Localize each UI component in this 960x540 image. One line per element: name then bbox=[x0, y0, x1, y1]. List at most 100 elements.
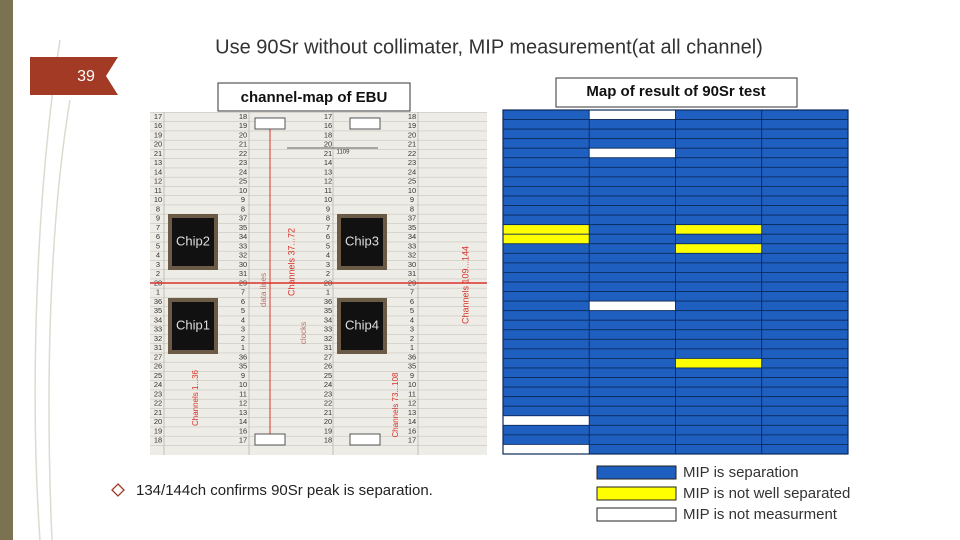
channel-number: 21 bbox=[154, 149, 162, 158]
channel-number: 8 bbox=[241, 204, 245, 213]
channel-number: 22 bbox=[239, 149, 247, 158]
status-cell bbox=[588, 396, 676, 407]
channel-number: 24 bbox=[408, 167, 416, 176]
channel-number: 34 bbox=[239, 232, 247, 241]
channel-number: 3 bbox=[326, 260, 330, 269]
channel-number: 6 bbox=[410, 297, 414, 306]
channel-number: 19 bbox=[408, 121, 416, 130]
status-cell bbox=[675, 176, 763, 187]
status-cell bbox=[588, 405, 676, 417]
status-cell bbox=[675, 224, 763, 235]
status-cell bbox=[761, 358, 849, 369]
channel-number: 36 bbox=[408, 352, 416, 361]
status-cell bbox=[675, 367, 763, 378]
channel-number: 4 bbox=[241, 315, 245, 324]
channel-number: 11 bbox=[408, 389, 416, 398]
channel-number: 25 bbox=[239, 177, 247, 186]
channel-number: 31 bbox=[408, 269, 416, 278]
channel-number: 14 bbox=[154, 167, 162, 176]
status-cell bbox=[588, 176, 676, 187]
status-cell bbox=[761, 195, 849, 206]
status-cell bbox=[761, 128, 849, 140]
channel-number: 21 bbox=[408, 140, 416, 149]
status-cell bbox=[675, 109, 763, 120]
channel-number: 17 bbox=[324, 112, 332, 121]
channel-number: 13 bbox=[324, 167, 332, 176]
channel-number: 32 bbox=[239, 251, 247, 260]
status-cell bbox=[588, 367, 676, 378]
channel-number: 21 bbox=[239, 140, 247, 149]
slide-number: 39 bbox=[77, 68, 95, 85]
status-cell bbox=[588, 233, 676, 245]
side-bar bbox=[0, 0, 13, 540]
channel-number: 3 bbox=[410, 325, 414, 334]
channel-number: 17 bbox=[154, 112, 162, 121]
channel-number: 11 bbox=[324, 186, 332, 195]
channel-number: 12 bbox=[154, 177, 162, 186]
status-cell bbox=[502, 147, 590, 159]
channel-number: 22 bbox=[408, 149, 416, 158]
status-cell bbox=[761, 119, 849, 130]
channel-number: 14 bbox=[408, 417, 416, 426]
status-cell bbox=[675, 186, 763, 197]
status-cell bbox=[675, 434, 763, 445]
status-cell bbox=[761, 310, 849, 321]
status-cell bbox=[502, 424, 590, 436]
status-cell bbox=[675, 386, 763, 398]
channel-number: 25 bbox=[154, 371, 162, 380]
legend-label: MIP is not well separated bbox=[683, 485, 850, 502]
channel-number: 5 bbox=[326, 241, 330, 250]
status-cell bbox=[588, 224, 676, 235]
channel-number: 16 bbox=[154, 121, 162, 130]
channel-number: 32 bbox=[408, 251, 416, 260]
status-cell bbox=[588, 338, 676, 350]
channel-number: 23 bbox=[154, 389, 162, 398]
channel-number: 12 bbox=[408, 399, 416, 408]
channel-number: 24 bbox=[324, 380, 332, 389]
status-cell bbox=[588, 329, 676, 340]
status-cell bbox=[761, 138, 849, 149]
bullet-icon bbox=[111, 483, 125, 497]
connector bbox=[254, 117, 286, 130]
channel-number: 12 bbox=[239, 399, 247, 408]
status-cell bbox=[588, 186, 676, 197]
status-cell bbox=[675, 195, 763, 206]
status-cell bbox=[761, 243, 849, 254]
status-cell bbox=[761, 329, 849, 340]
channel-number: 2 bbox=[156, 269, 160, 278]
channel-number: 35 bbox=[408, 223, 416, 232]
status-cell bbox=[588, 157, 676, 168]
map-annotation: clocks bbox=[299, 322, 308, 344]
channel-number: 26 bbox=[154, 362, 162, 371]
status-cell bbox=[761, 262, 849, 273]
channel-number: 9 bbox=[326, 204, 330, 213]
channel-number: 1 bbox=[241, 343, 245, 352]
map-annotation: data lines bbox=[259, 273, 268, 307]
status-cell bbox=[588, 205, 676, 216]
channel-map: 1716192021131412111089765432281363534333… bbox=[150, 112, 487, 455]
channel-map-label: channel-map of EBU bbox=[241, 89, 388, 106]
status-cell bbox=[675, 252, 763, 264]
status-cell bbox=[588, 138, 676, 149]
channel-number: 1 bbox=[410, 343, 414, 352]
channel-number: 7 bbox=[156, 223, 160, 232]
status-cell bbox=[761, 291, 849, 302]
status-cell bbox=[675, 233, 763, 245]
status-cell bbox=[502, 405, 590, 417]
status-cell bbox=[588, 128, 676, 140]
status-cell bbox=[761, 224, 849, 235]
status-cell bbox=[761, 338, 849, 350]
status-cell bbox=[502, 310, 590, 321]
channel-number: 31 bbox=[239, 269, 247, 278]
channel-number: 11 bbox=[154, 186, 162, 195]
channel-number: 17 bbox=[408, 436, 416, 445]
status-cell bbox=[502, 396, 590, 407]
map-annotation: Channels 109...144 bbox=[460, 246, 470, 324]
channel-number: 35 bbox=[239, 362, 247, 371]
channel-number: 19 bbox=[324, 426, 332, 435]
status-cell bbox=[675, 243, 763, 254]
status-cell bbox=[588, 358, 676, 369]
chip-label: Chip3 bbox=[345, 233, 379, 248]
channel-number: 17 bbox=[239, 436, 247, 445]
